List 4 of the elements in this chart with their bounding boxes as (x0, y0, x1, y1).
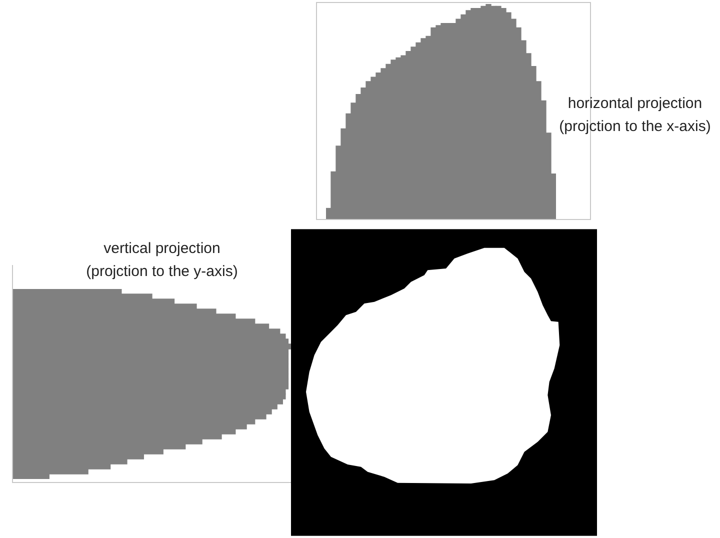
text: (projction to the x-axis) (558, 117, 712, 137)
chart-subtitle: (projction to the y-axis) (85, 262, 239, 282)
chart-title: vertical projection (102, 239, 222, 259)
text: horizontal projection (566, 94, 704, 114)
